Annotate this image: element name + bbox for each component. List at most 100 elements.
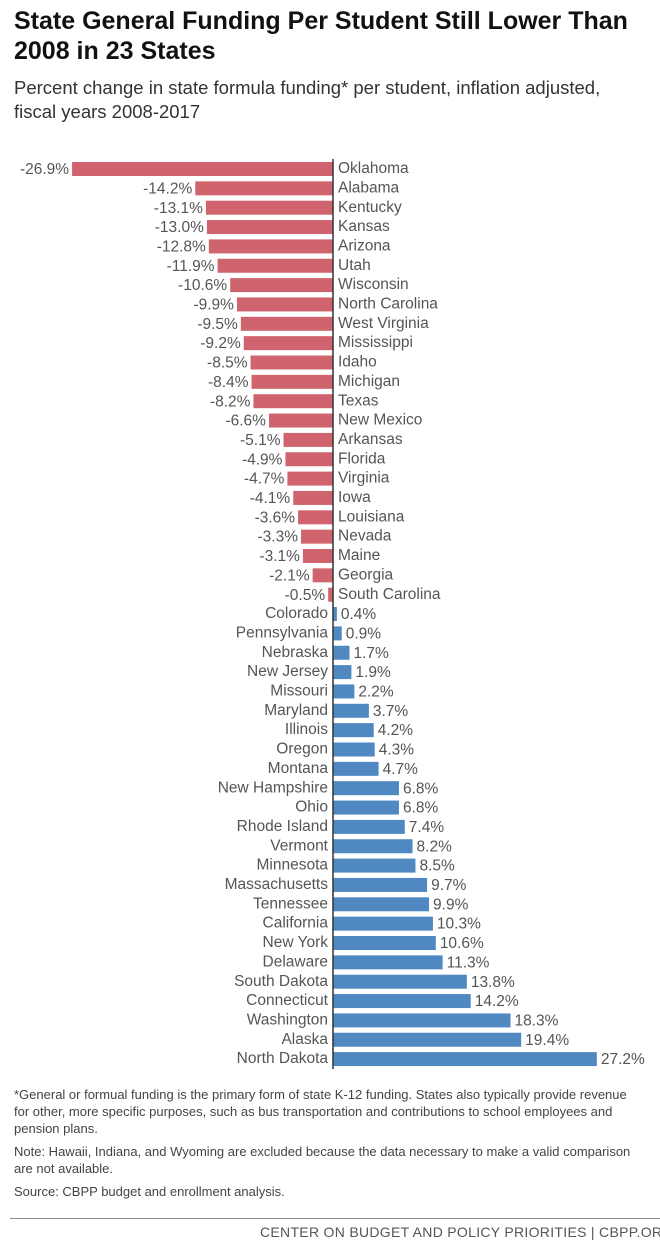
data-label: -6.6% (225, 413, 266, 430)
category-label: Louisiana (338, 508, 405, 525)
category-label: Oklahoma (338, 160, 409, 177)
category-label: California (263, 915, 329, 932)
bar (236, 297, 333, 312)
category-label: Vermont (270, 837, 328, 854)
footer-rule (10, 1218, 660, 1219)
data-label: -13.1% (154, 200, 203, 217)
category-label: Connecticut (246, 992, 329, 1009)
category-label: Idaho (338, 354, 377, 371)
bar (298, 510, 333, 525)
data-label: 11.3% (447, 954, 490, 971)
category-label: Michigan (338, 373, 400, 390)
data-label: -4.7% (244, 471, 285, 488)
data-label: -3.3% (257, 529, 298, 546)
category-label: Montana (268, 760, 329, 777)
category-label: Nevada (338, 528, 392, 545)
category-label: Pennsylvania (236, 624, 329, 641)
category-label: Delaware (263, 953, 328, 970)
data-label: 8.5% (419, 858, 455, 875)
bar (333, 819, 405, 834)
bar (333, 742, 375, 757)
category-label: Minnesota (256, 857, 328, 874)
chart-title: State General Funding Per Student Still … (14, 7, 628, 65)
bar (205, 200, 333, 215)
category-label: Georgia (338, 566, 394, 583)
data-label: -13.0% (155, 219, 204, 236)
category-label: Illinois (285, 721, 328, 738)
bar (285, 452, 333, 467)
category-label: Massachusetts (225, 876, 329, 893)
category-label: Texas (338, 392, 379, 409)
category-label: Alabama (338, 179, 400, 196)
category-label: South Carolina (338, 586, 441, 603)
data-label: -9.5% (197, 316, 238, 333)
data-label: 2.2% (358, 684, 394, 701)
category-label: Wisconsin (338, 276, 409, 293)
data-label: 27.2% (601, 1051, 645, 1068)
bar (312, 568, 333, 583)
chart: -26.9% Oklahoma -14.2% Alabama -13.1% Kentuck… (20, 159, 645, 1070)
data-label: 14.2% (475, 993, 519, 1010)
data-label: -11.9% (167, 258, 215, 275)
bar (333, 665, 352, 680)
category-label: Nebraska (262, 644, 329, 661)
category-label: Washington (247, 1011, 328, 1028)
category-label: Rhode Island (237, 818, 328, 835)
category-label: North Dakota (237, 1050, 329, 1067)
category-label: New Hampshire (218, 779, 328, 796)
bar (333, 858, 416, 873)
data-label: -12.8% (157, 238, 206, 255)
data-label: -9.2% (200, 335, 241, 352)
bar (195, 181, 333, 196)
category-label: West Virginia (338, 315, 429, 332)
data-label: -10.6% (178, 277, 227, 294)
bar (333, 1013, 511, 1028)
category-label: Iowa (338, 489, 371, 506)
data-label: 1.9% (355, 664, 391, 681)
bar (243, 336, 333, 351)
bar (283, 432, 333, 447)
category-label: North Carolina (338, 296, 438, 313)
bar (333, 703, 369, 718)
bar (333, 916, 433, 931)
data-label: 7.4% (409, 819, 445, 836)
data-label: -2.1% (269, 567, 310, 584)
category-label: Kansas (338, 218, 390, 235)
data-label: 4.2% (378, 722, 414, 739)
data-label: 18.3% (515, 1012, 559, 1029)
bar (217, 258, 333, 273)
bar (333, 955, 443, 970)
category-label: New Jersey (247, 663, 328, 680)
category-label: Alaska (281, 1031, 328, 1048)
source: Source: CBPP budget and enrollment analy… (14, 1184, 285, 1199)
bar (333, 723, 374, 738)
data-label: 13.8% (471, 974, 515, 991)
bar (328, 587, 333, 602)
data-label: -8.2% (210, 393, 251, 410)
bar (333, 936, 436, 950)
category-label: New York (263, 934, 329, 951)
category-label: Utah (338, 257, 371, 274)
bar (333, 994, 471, 1009)
bar (333, 626, 342, 641)
bar (333, 761, 379, 776)
bar (333, 877, 428, 892)
bar (333, 1032, 522, 1047)
bar (333, 974, 467, 989)
bar (253, 394, 333, 409)
category-label: Colorado (265, 605, 328, 622)
bar (333, 839, 413, 854)
category-label: Arkansas (338, 431, 403, 448)
data-label: 6.8% (403, 800, 439, 817)
bar (300, 529, 333, 544)
data-label: -3.6% (255, 509, 296, 526)
data-label: -8.4% (208, 374, 249, 391)
notes: *General or formual funding is the prima… (14, 1086, 634, 1206)
category-label: South Dakota (234, 973, 328, 990)
data-label: -14.2% (143, 180, 192, 197)
data-label: 4.3% (379, 742, 415, 759)
category-label: Missouri (270, 683, 328, 700)
category-label: Florida (338, 450, 386, 467)
data-label: -26.9% (20, 161, 69, 178)
